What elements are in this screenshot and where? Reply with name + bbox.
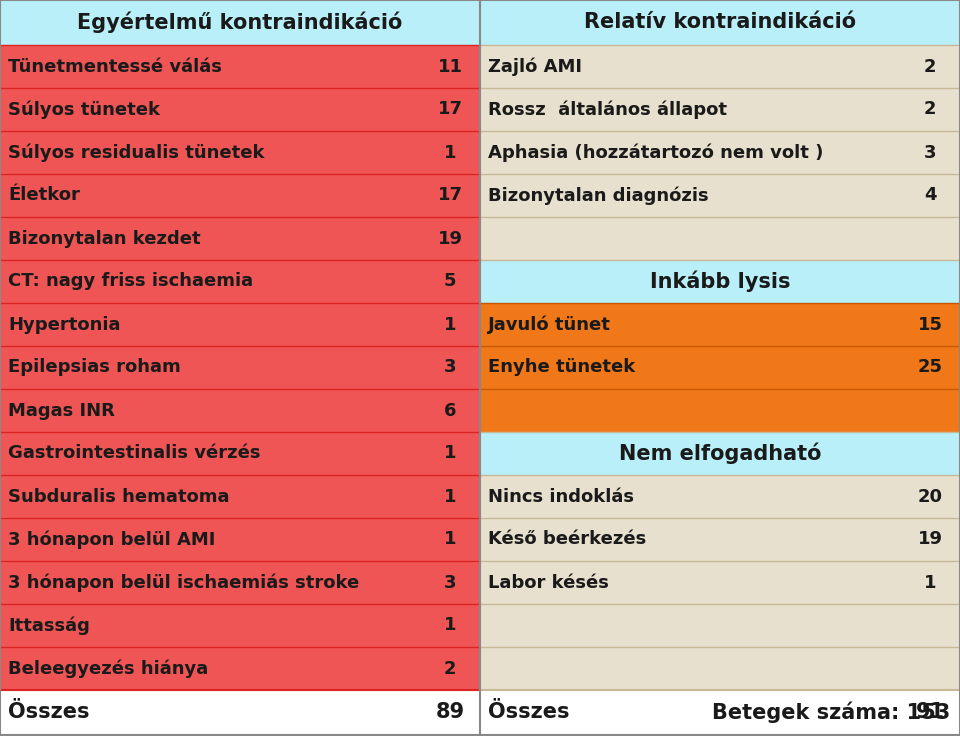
Text: Magas INR: Magas INR (8, 402, 115, 420)
Text: CT: nagy friss ischaemia: CT: nagy friss ischaemia (8, 272, 253, 291)
Bar (0, 346, 480, 389)
Bar (0, 604, 480, 647)
Text: Ittasság: Ittasság (8, 616, 90, 634)
Text: Epilepsias roham: Epilepsias roham (8, 358, 180, 377)
Bar (480, 432, 960, 475)
Bar (0, 217, 480, 260)
Bar (0, 690, 480, 735)
Text: Aphasia (hozzátartozó nem volt ): Aphasia (hozzátartozó nem volt ) (488, 144, 824, 162)
Text: Relatív kontraindikáció: Relatív kontraindikáció (584, 13, 856, 32)
Bar (480, 690, 960, 735)
Bar (480, 475, 960, 518)
Text: 2: 2 (924, 101, 936, 118)
Text: 1: 1 (444, 617, 456, 634)
Bar (480, 647, 960, 690)
Bar (0, 0, 480, 45)
Text: 1: 1 (444, 531, 456, 548)
Text: 19: 19 (438, 230, 463, 247)
Bar (0, 88, 480, 131)
Text: Bizonytalan diagnózis: Bizonytalan diagnózis (488, 186, 708, 205)
Bar (0, 647, 480, 690)
Text: 2: 2 (924, 57, 936, 76)
Text: 1: 1 (444, 487, 456, 506)
Text: 17: 17 (438, 186, 463, 205)
Text: Nincs indoklás: Nincs indoklás (488, 487, 634, 506)
Text: Rossz  általános állapot: Rossz általános állapot (488, 100, 727, 118)
Bar (480, 88, 960, 131)
Text: 1: 1 (924, 573, 936, 592)
Bar (0, 303, 480, 346)
Bar (0, 432, 480, 475)
Text: 3: 3 (444, 573, 456, 592)
Bar (480, 518, 960, 561)
Bar (480, 389, 960, 432)
Text: Gastrointestinalis vérzés: Gastrointestinalis vérzés (8, 445, 260, 462)
Text: 11: 11 (438, 57, 463, 76)
Text: 91: 91 (916, 702, 945, 723)
Text: 4: 4 (924, 186, 936, 205)
Text: Hypertonia: Hypertonia (8, 316, 121, 333)
Text: 2: 2 (444, 659, 456, 678)
Bar (0, 389, 480, 432)
Text: 5: 5 (444, 272, 456, 291)
Bar (480, 346, 960, 389)
Bar (0, 260, 480, 303)
Text: Enyhe tünetek: Enyhe tünetek (488, 358, 636, 377)
Text: Bizonytalan kezdet: Bizonytalan kezdet (8, 230, 201, 247)
Text: Összes: Összes (488, 702, 569, 723)
Text: Késő beérkezés: Késő beérkezés (488, 531, 646, 548)
Text: 3: 3 (924, 144, 936, 161)
Text: Inkább lysis: Inkább lysis (650, 271, 790, 292)
Text: Nem elfogadható: Nem elfogadható (619, 443, 821, 464)
Text: 89: 89 (436, 702, 465, 723)
Bar (480, 131, 960, 174)
Bar (0, 518, 480, 561)
Bar (480, 561, 960, 604)
Text: 20: 20 (918, 487, 943, 506)
Bar (480, 174, 960, 217)
Text: 25: 25 (918, 358, 943, 377)
Text: 3: 3 (444, 358, 456, 377)
Text: 15: 15 (918, 316, 943, 333)
Text: Beleegyezés hiánya: Beleegyezés hiánya (8, 659, 208, 678)
Text: Labor késés: Labor késés (488, 573, 609, 592)
Text: 1: 1 (444, 445, 456, 462)
Text: Életkor: Életkor (8, 186, 80, 205)
Bar (480, 303, 960, 346)
Text: Betegek száma: 153: Betegek száma: 153 (711, 701, 950, 723)
Text: Súlyos residualis tünetek: Súlyos residualis tünetek (8, 144, 265, 162)
Bar (0, 475, 480, 518)
Text: 1: 1 (444, 144, 456, 161)
Text: Súlyos tünetek: Súlyos tünetek (8, 100, 160, 118)
Text: 3 hónapon belül ischaemiás stroke: 3 hónapon belül ischaemiás stroke (8, 573, 359, 592)
Text: Tünetmentessé válás: Tünetmentessé válás (8, 57, 222, 76)
Bar (0, 561, 480, 604)
Text: 19: 19 (918, 531, 943, 548)
Bar (480, 260, 960, 303)
Text: Javuló tünet: Javuló tünet (488, 315, 611, 333)
Bar (480, 0, 960, 45)
Bar (480, 45, 960, 88)
Text: Egyértelmű kontraindikáció: Egyértelmű kontraindikáció (78, 12, 402, 33)
Text: Zajló AMI: Zajló AMI (488, 57, 582, 76)
Bar (0, 174, 480, 217)
Bar (480, 217, 960, 260)
Text: Subduralis hematoma: Subduralis hematoma (8, 487, 229, 506)
Bar (0, 45, 480, 88)
Text: Összes: Összes (8, 702, 89, 723)
Text: 3 hónapon belül AMI: 3 hónapon belül AMI (8, 530, 215, 549)
Text: 6: 6 (444, 402, 456, 420)
Bar (480, 604, 960, 647)
Bar (0, 131, 480, 174)
Text: 1: 1 (444, 316, 456, 333)
Text: 17: 17 (438, 101, 463, 118)
